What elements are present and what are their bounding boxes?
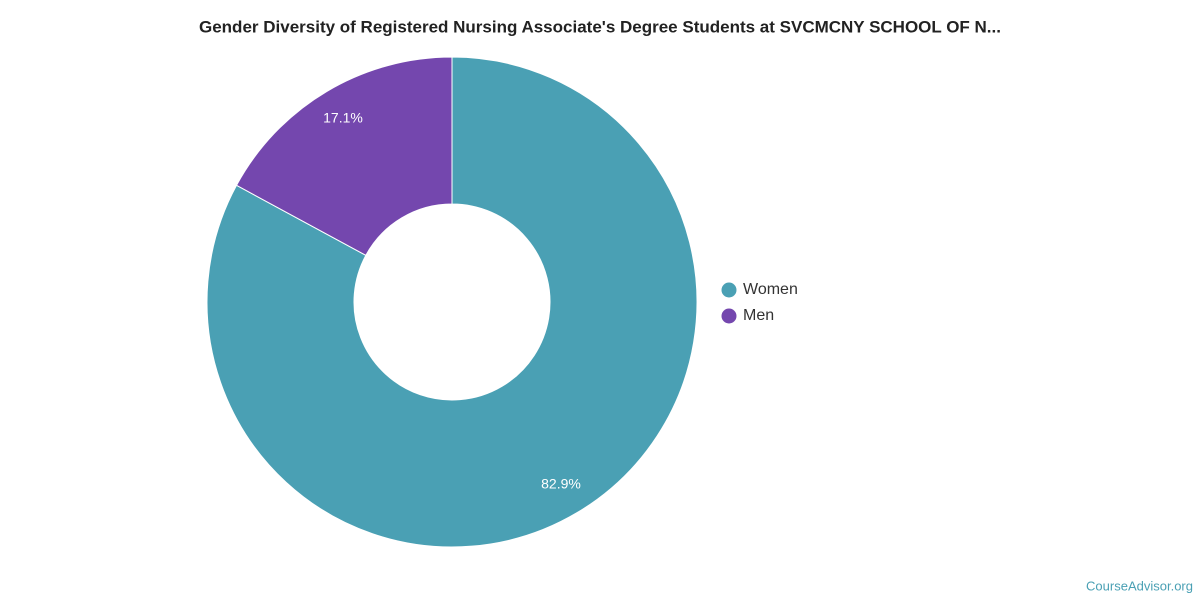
credit: CourseAdvisor.org <box>1086 578 1193 593</box>
legend-label: Women <box>743 281 798 298</box>
data-label: 82.9% <box>541 476 581 492</box>
slice <box>206 56 698 548</box>
data-label: 17.1% <box>323 110 363 126</box>
legend-marker <box>721 282 737 298</box>
legend-marker <box>721 308 737 324</box>
slice <box>235 56 453 257</box>
chart-title: Gender Diversity of Registered Nursing A… <box>199 17 1001 36</box>
legend-label: Men <box>743 307 774 324</box>
